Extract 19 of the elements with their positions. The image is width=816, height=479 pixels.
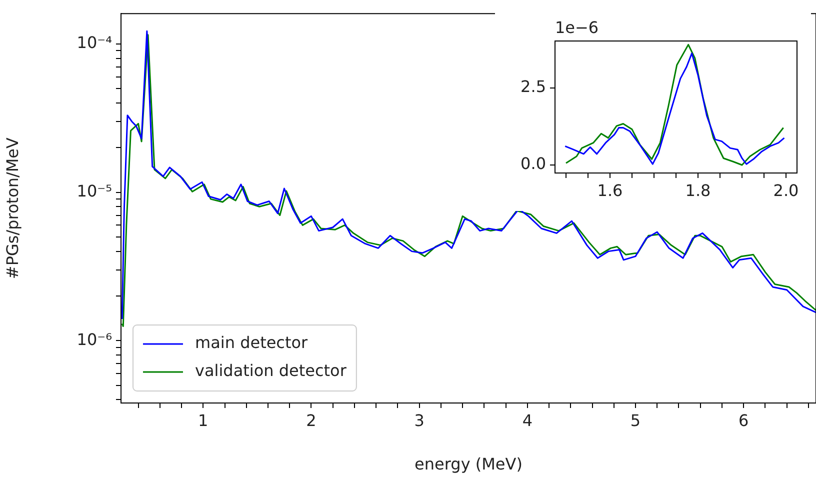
x-tick-label: 1.8 — [685, 180, 711, 200]
x-tick-label: 1 — [198, 410, 208, 430]
x-tick-label: 6 — [738, 410, 749, 430]
y-axis-title: #PGs/proton/MeV — [2, 137, 22, 280]
annotation: 1e−6 — [555, 18, 599, 38]
x-tick-label: 3 — [414, 410, 424, 430]
y-tick-label: 0.0 — [520, 154, 546, 174]
x-tick-label: 2.0 — [773, 180, 799, 200]
y-tick-label: 10⁻⁶ — [76, 330, 112, 349]
x-tick-label: 5 — [630, 410, 641, 430]
y-tick-label: 2.5 — [520, 77, 546, 96]
legend-label: validation detector — [195, 361, 347, 380]
y-tick-label: 10⁻⁴ — [76, 33, 112, 52]
x-tick-label: 2 — [306, 410, 316, 430]
y-tick-label: 10⁻⁵ — [76, 181, 112, 200]
x-tick-label: 1.6 — [597, 180, 623, 200]
legend-label: main detector — [195, 333, 308, 352]
x-tick-label: 4 — [522, 410, 532, 430]
x-axis-title: energy (MeV) — [414, 454, 522, 474]
